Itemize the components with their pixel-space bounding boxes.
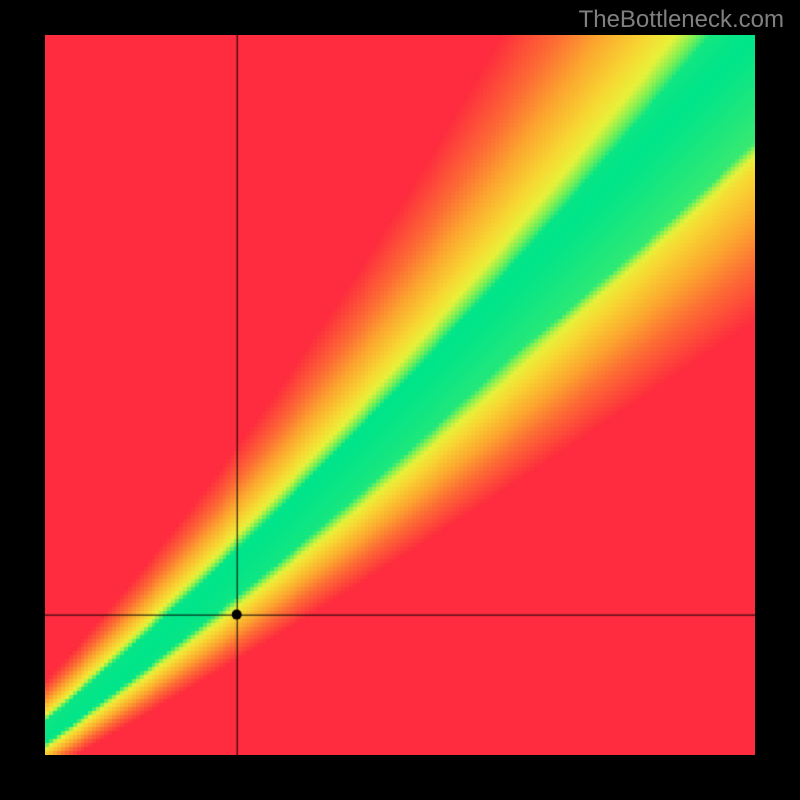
plot-area bbox=[45, 35, 755, 755]
watermark-text: TheBottleneck.com bbox=[579, 6, 784, 34]
chart-wrapper: TheBottleneck.com bbox=[0, 0, 800, 800]
heatmap-canvas bbox=[45, 35, 755, 755]
